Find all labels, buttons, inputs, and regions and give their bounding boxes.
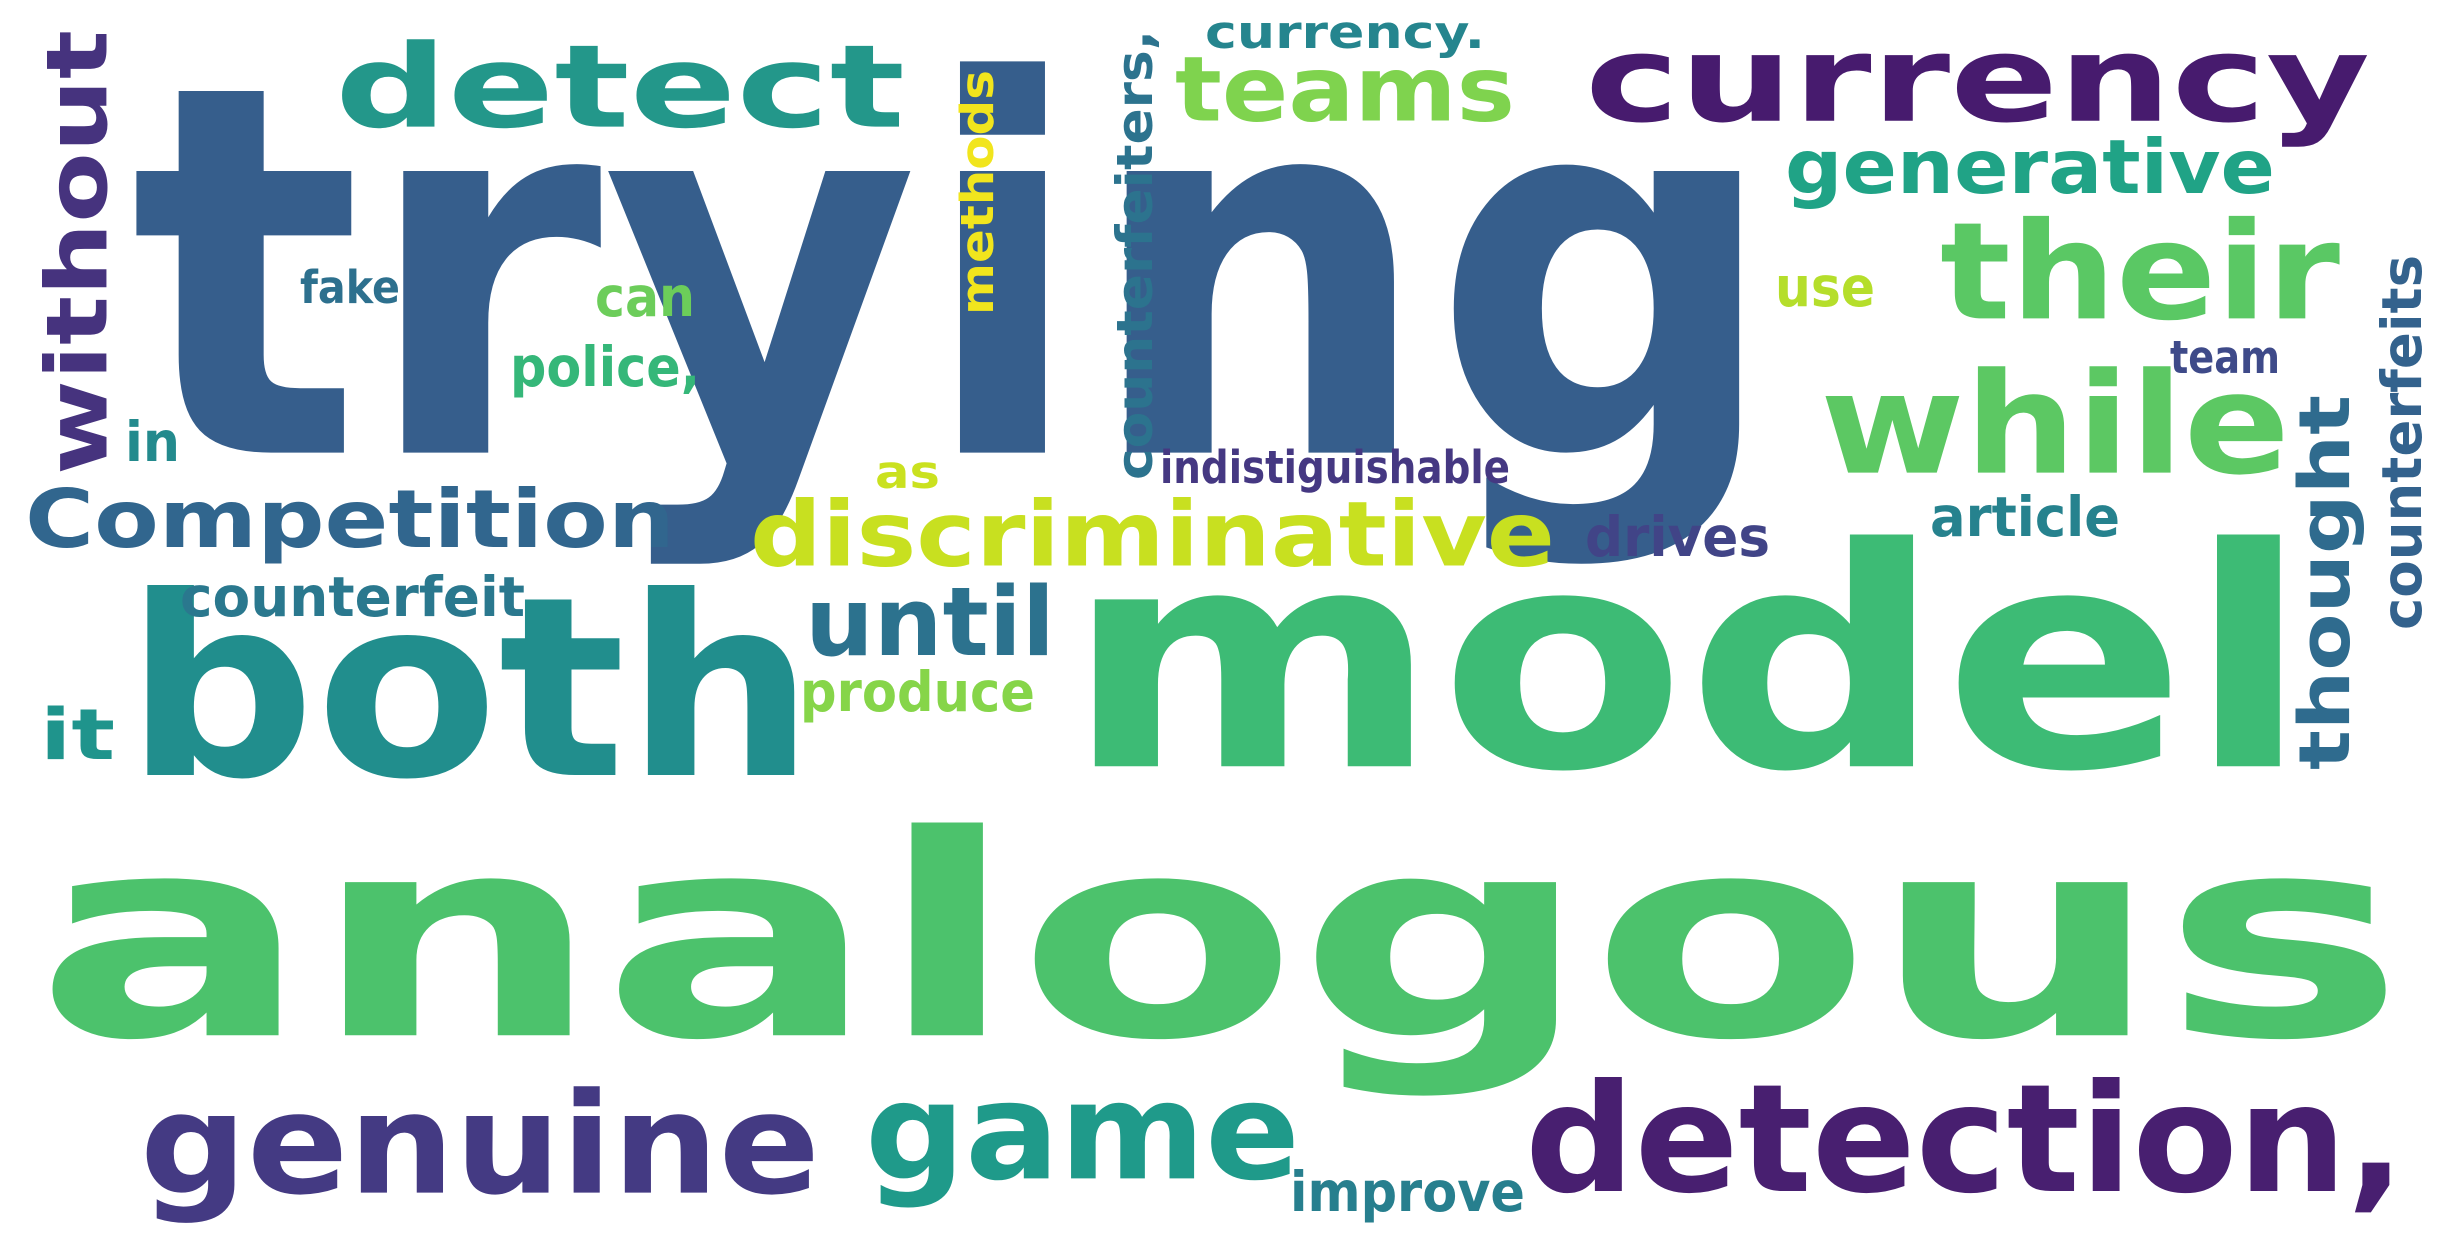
word-discriminative: discriminative: [750, 481, 1555, 588]
word-currency-period: currency.: [1205, 5, 1485, 59]
word-counterfeit: counterfeit: [180, 565, 525, 630]
word-thought: thought: [2283, 395, 2366, 770]
word-detect: detect: [335, 19, 905, 155]
word-until: until: [805, 566, 1055, 678]
word-counterfeiters: counterfeiters,: [1105, 29, 1165, 480]
word-improve: improve: [1290, 1160, 1525, 1225]
word-team: team: [2170, 330, 2280, 384]
word-game: game: [865, 1052, 1300, 1211]
word-without: without: [27, 30, 127, 475]
word-use: use: [1775, 255, 1875, 320]
word-produce: produce: [800, 660, 1035, 725]
word-as: as: [875, 445, 940, 499]
word-generative: generative: [1785, 123, 2275, 211]
word-can: can: [595, 265, 695, 330]
word-competition: Competition: [25, 472, 675, 567]
word-drives: drives: [1585, 505, 1770, 570]
word-genuine: genuine: [140, 1062, 820, 1227]
word-methods: methods: [950, 70, 1004, 316]
word-model: model: [1065, 482, 2310, 840]
word-police: police,: [510, 335, 700, 400]
word-in: in: [125, 410, 180, 475]
word-article: article: [1930, 485, 2120, 550]
word-analogous: analogous: [35, 774, 2405, 1103]
word-both: both: [125, 542, 815, 835]
word-teams: teams: [1175, 36, 1515, 143]
word-their: their: [1940, 192, 2340, 351]
word-counterfeits: counterfeits: [2370, 255, 2435, 630]
word-fake: fake: [300, 260, 400, 314]
word-detection: detection,: [1525, 1051, 2405, 1227]
word-currency: currency: [1585, 9, 2370, 150]
word-while: while: [1820, 342, 2290, 507]
word-indistiguishable: indistiguishable: [1160, 440, 1510, 494]
word-trying: trying: [130, 0, 1781, 577]
word-it: it: [40, 693, 115, 776]
